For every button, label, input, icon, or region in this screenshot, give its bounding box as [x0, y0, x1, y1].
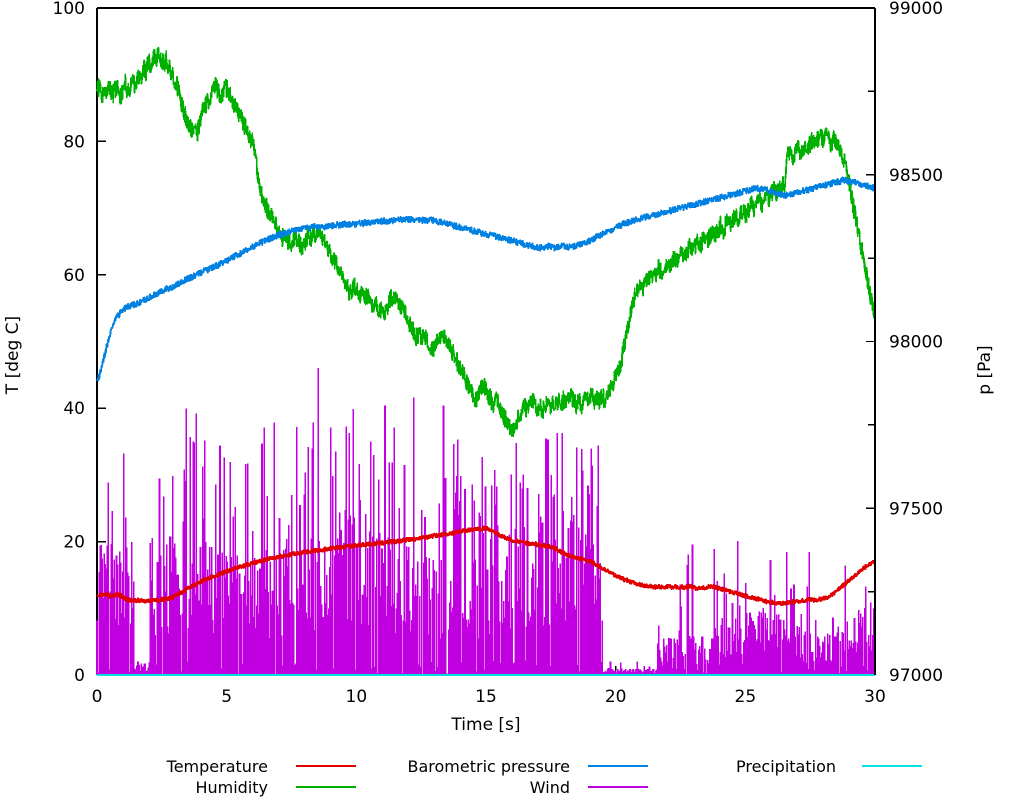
bottom-tick-label: 30	[864, 687, 886, 707]
bottom-tick-label: 20	[605, 687, 627, 707]
right-tick-label: 98500	[889, 166, 943, 186]
series-humidity	[96, 46, 876, 438]
left-tick-label: 0	[74, 666, 85, 686]
right-tick-label: 99000	[889, 0, 943, 19]
barometric-pressure-line	[96, 176, 876, 382]
left-tick-label: 100	[53, 0, 85, 19]
right-tick-label: 98000	[889, 333, 943, 353]
right-tick-label: 97000	[889, 666, 943, 686]
left-tick-label: 80	[63, 132, 85, 152]
temperature-line	[96, 525, 877, 607]
wind-impulses	[96, 368, 876, 675]
bottom-axis-title: Time [s]	[450, 715, 520, 735]
legend-label: Wind	[530, 778, 570, 797]
left-axis-title: T [deg C]	[3, 316, 23, 395]
left-tick-label: 60	[63, 266, 85, 286]
series-barometric-pressure	[96, 176, 876, 382]
bottom-tick-label: 15	[475, 687, 497, 707]
bottom-tick-label: 0	[92, 687, 103, 707]
right-tick-label: 97500	[889, 499, 943, 519]
right-axis-ticks: 97000 97500 98000 98500 99000	[866, 0, 943, 686]
bottom-tick-label: 25	[735, 687, 757, 707]
bottom-tick-label: 5	[221, 687, 232, 707]
legend-label: Humidity	[195, 778, 268, 797]
left-tick-label: 20	[63, 533, 85, 553]
bottom-tick-label: 10	[346, 687, 368, 707]
chart-legend: Temperature Barometric pressure Precipitat…	[166, 757, 922, 797]
right-axis-title: p [Pa]	[975, 345, 995, 394]
left-axis-ticks: 0 20 40 60 80 100	[53, 0, 106, 686]
left-tick-label: 40	[63, 399, 85, 419]
legend-label: Barometric pressure	[407, 757, 570, 776]
humidity-line	[96, 46, 876, 438]
series-wind	[96, 368, 876, 675]
legend-label: Precipitation	[736, 757, 836, 776]
legend-label: Temperature	[166, 757, 268, 776]
